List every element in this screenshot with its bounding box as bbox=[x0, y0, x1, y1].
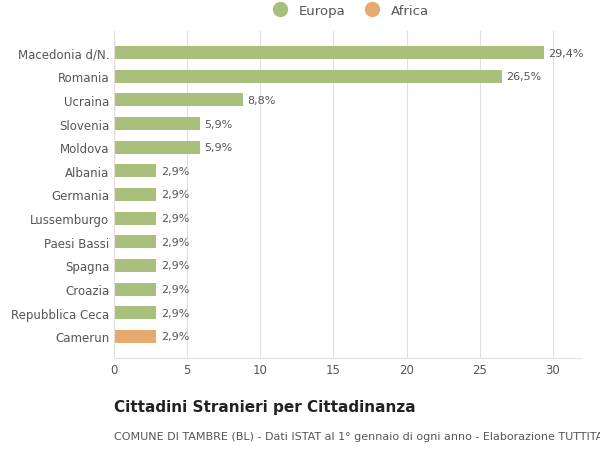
Bar bbox=[114, 165, 157, 178]
Text: 26,5%: 26,5% bbox=[506, 72, 541, 82]
Bar bbox=[114, 94, 243, 107]
Legend: Europa, Africa: Europa, Africa bbox=[262, 0, 434, 23]
Text: 2,9%: 2,9% bbox=[161, 167, 189, 176]
Text: 2,9%: 2,9% bbox=[161, 214, 189, 224]
Bar bbox=[114, 47, 544, 60]
Text: 29,4%: 29,4% bbox=[548, 49, 584, 58]
Bar bbox=[114, 71, 502, 84]
Bar bbox=[114, 189, 157, 202]
Text: 5,9%: 5,9% bbox=[205, 119, 233, 129]
Text: Cittadini Stranieri per Cittadinanza: Cittadini Stranieri per Cittadinanza bbox=[114, 399, 416, 414]
Bar bbox=[114, 283, 157, 296]
Bar bbox=[114, 330, 157, 343]
Text: 2,9%: 2,9% bbox=[161, 332, 189, 341]
Bar bbox=[114, 212, 157, 225]
Bar bbox=[114, 307, 157, 319]
Text: 2,9%: 2,9% bbox=[161, 261, 189, 271]
Bar bbox=[114, 236, 157, 249]
Text: 5,9%: 5,9% bbox=[205, 143, 233, 153]
Text: 2,9%: 2,9% bbox=[161, 308, 189, 318]
Text: COMUNE DI TAMBRE (BL) - Dati ISTAT al 1° gennaio di ogni anno - Elaborazione TUT: COMUNE DI TAMBRE (BL) - Dati ISTAT al 1°… bbox=[114, 431, 600, 442]
Text: 2,9%: 2,9% bbox=[161, 190, 189, 200]
Text: 2,9%: 2,9% bbox=[161, 285, 189, 295]
Bar bbox=[114, 118, 200, 131]
Bar bbox=[114, 141, 200, 154]
Bar bbox=[114, 259, 157, 272]
Text: 8,8%: 8,8% bbox=[247, 95, 275, 106]
Text: 2,9%: 2,9% bbox=[161, 237, 189, 247]
